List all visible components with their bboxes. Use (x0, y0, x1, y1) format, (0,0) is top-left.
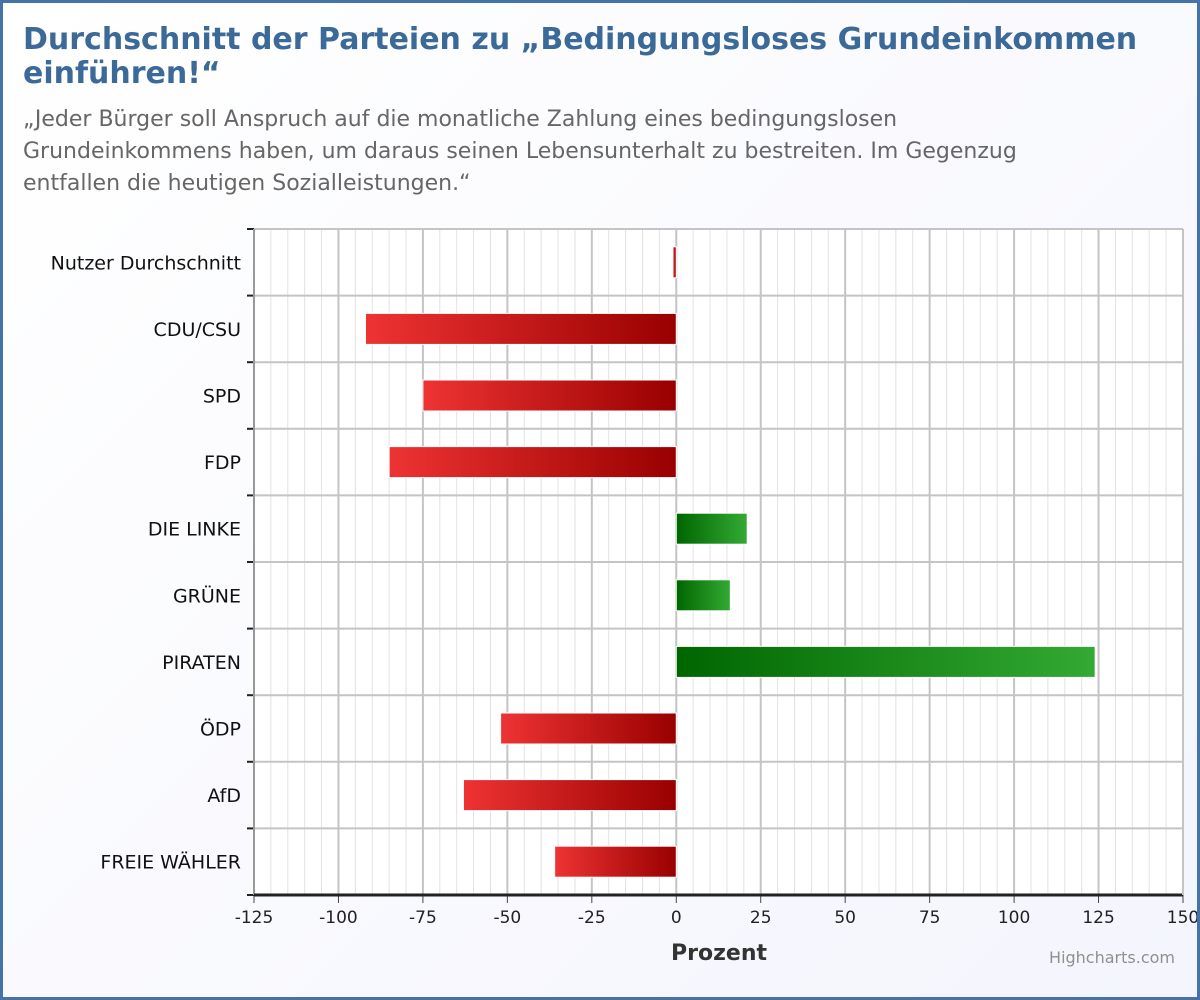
bar (675, 645, 1096, 678)
bar (675, 512, 748, 545)
bar (422, 379, 677, 412)
bar (364, 312, 677, 345)
x-tick-label: 100 (998, 908, 1030, 928)
bar (462, 779, 677, 812)
x-tick-label: 0 (671, 908, 682, 928)
x-tick-label: -100 (319, 908, 358, 928)
bar (500, 712, 677, 745)
credits-link[interactable]: Highcharts.com (1049, 948, 1175, 967)
bar (388, 446, 677, 479)
bar (554, 845, 677, 878)
bars (364, 246, 1096, 878)
bar (672, 246, 677, 279)
bar (675, 579, 731, 612)
chart-title: Durchschnitt der Parteien zu „Bedingungs… (23, 22, 1138, 91)
category-label: SPD (203, 386, 241, 408)
x-tick-label: 25 (750, 908, 772, 928)
category-label: CDU/CSU (154, 319, 241, 341)
category-label: Nutzer Durchschnitt (51, 252, 241, 274)
category-label: DIE LINKE (148, 519, 241, 541)
x-tick-label: 125 (1082, 908, 1114, 928)
category-label: ÖDP (200, 718, 241, 741)
x-tick-label: -25 (578, 908, 606, 928)
x-axis-title: Prozent (671, 941, 767, 966)
category-label: PIRATEN (162, 652, 241, 674)
category-labels: Nutzer Durchschnitt CDU/CSU SPD FDP DIE LINK… (51, 252, 241, 873)
axes (247, 228, 1184, 897)
x-tick-label: -125 (235, 908, 274, 928)
tick-labels: -125 -100 -75 -50 -25 0 25 50 75 100 125 150 (235, 908, 1197, 928)
category-label: FREIE WÄHLER (100, 851, 241, 874)
x-tick-label: 150 (1167, 908, 1197, 928)
x-tick-label: 50 (834, 908, 856, 928)
x-tick-label: -75 (409, 908, 437, 928)
x-tick-label: -50 (493, 908, 521, 928)
chart-subtitle: „Jeder Bürger soll Anspruch auf die mona… (23, 107, 1017, 196)
category-label: AfD (207, 785, 241, 807)
category-label: GRÜNE (173, 584, 241, 607)
bar-chart: Nutzer Durchschnitt CDU/CSU SPD FDP DIE LINK… (51, 228, 1197, 966)
category-label: FDP (204, 452, 241, 474)
x-tick-label: 75 (919, 908, 941, 928)
